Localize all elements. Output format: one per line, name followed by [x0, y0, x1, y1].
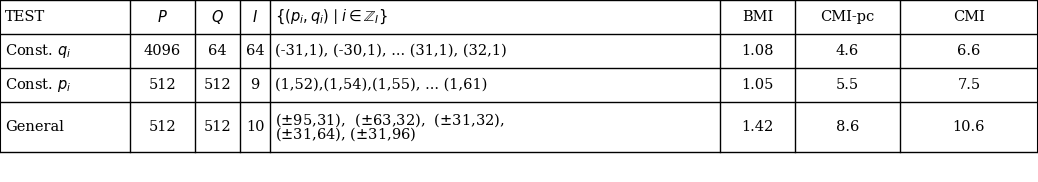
Text: 9: 9: [250, 78, 260, 92]
Text: 10: 10: [246, 120, 265, 134]
Text: ($\pm$95,31),  ($\pm$63,32),  ($\pm$31,32),: ($\pm$95,31), ($\pm$63,32), ($\pm$31,32)…: [275, 111, 504, 129]
Text: 4096: 4096: [144, 44, 181, 58]
Text: 4.6: 4.6: [836, 44, 859, 58]
Text: 64: 64: [209, 44, 227, 58]
Text: CMI-pc: CMI-pc: [820, 10, 875, 24]
Text: 10.6: 10.6: [953, 120, 985, 134]
Text: 1.05: 1.05: [741, 78, 773, 92]
Text: CMI: CMI: [953, 10, 985, 24]
Text: (1,52),(1,54),(1,55), ... (1,61): (1,52),(1,54),(1,55), ... (1,61): [275, 78, 488, 92]
Text: 512: 512: [148, 120, 176, 134]
Text: $\{(p_i,q_i)\mid i\in\mathbb{Z}_I\}$: $\{(p_i,q_i)\mid i\in\mathbb{Z}_I\}$: [275, 8, 388, 26]
Text: 64: 64: [246, 44, 265, 58]
Text: BMI: BMI: [742, 10, 773, 24]
Text: $I$: $I$: [252, 9, 258, 25]
Text: $P$: $P$: [157, 9, 168, 25]
Text: Const. $q_i$: Const. $q_i$: [5, 42, 72, 60]
Text: $Q$: $Q$: [211, 8, 224, 26]
Text: 1.42: 1.42: [741, 120, 773, 134]
Text: ($\pm$31,64), ($\pm$31,96): ($\pm$31,64), ($\pm$31,96): [275, 125, 416, 143]
Text: 5.5: 5.5: [836, 78, 859, 92]
Text: TEST: TEST: [5, 10, 46, 24]
Text: (-31,1), (-30,1), ... (31,1), (32,1): (-31,1), (-30,1), ... (31,1), (32,1): [275, 44, 507, 58]
Text: Const. $p_i$: Const. $p_i$: [5, 76, 72, 94]
Text: 6.6: 6.6: [957, 44, 981, 58]
Text: 512: 512: [148, 78, 176, 92]
Text: 512: 512: [203, 120, 231, 134]
Text: General: General: [5, 120, 64, 134]
Text: 1.08: 1.08: [741, 44, 773, 58]
Text: 7.5: 7.5: [957, 78, 981, 92]
Text: 512: 512: [203, 78, 231, 92]
Text: 8.6: 8.6: [836, 120, 859, 134]
